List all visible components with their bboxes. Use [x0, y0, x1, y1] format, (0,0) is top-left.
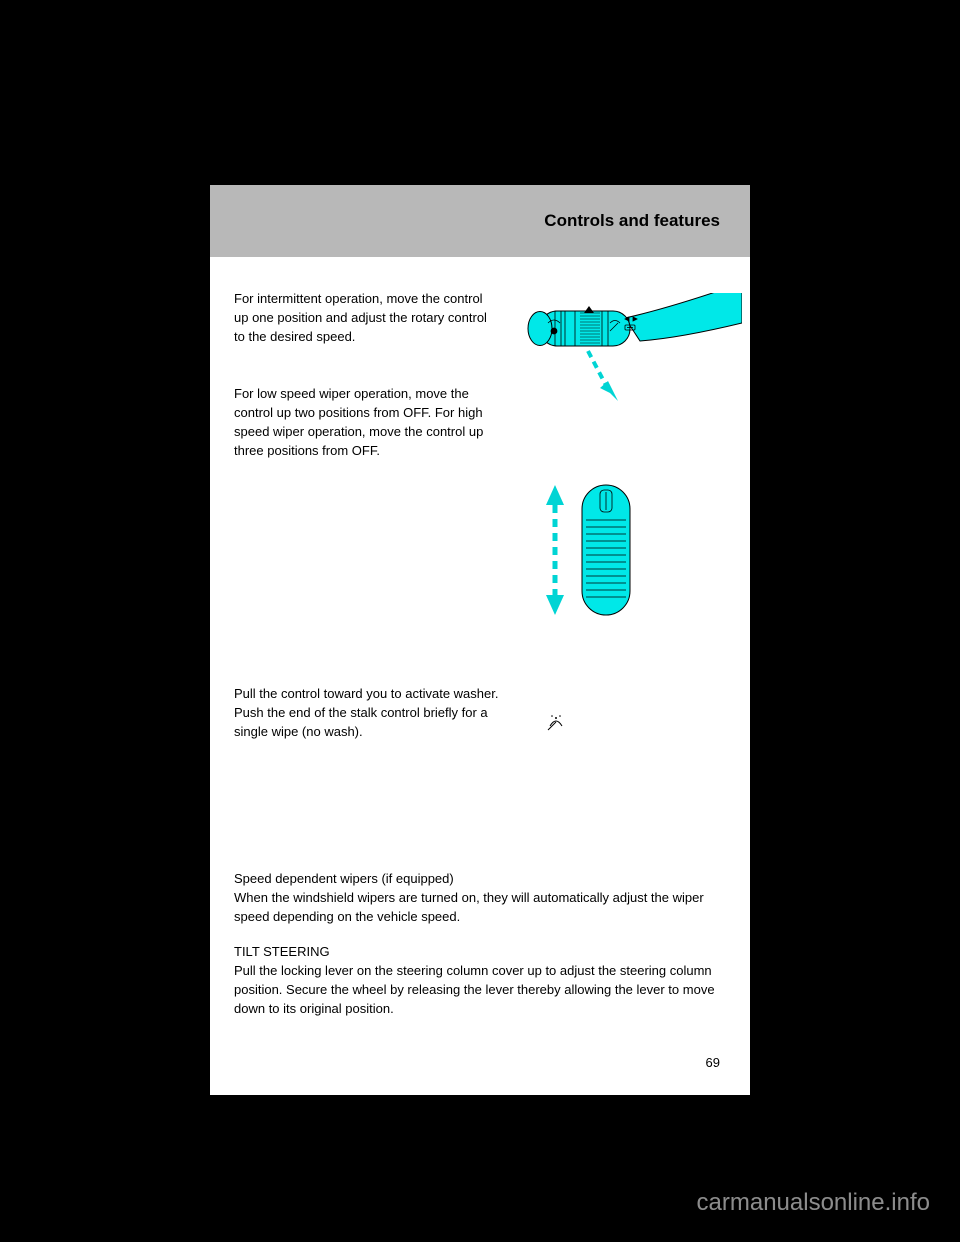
paragraph-speed-dependent: Speed dependent wipers (if equipped) Whe… — [234, 870, 734, 927]
page-number: 69 — [706, 1055, 720, 1070]
section-title: Controls and features — [544, 211, 720, 231]
rotary-control-diagram — [510, 475, 742, 625]
paragraph-speed-positions: For low speed wiper operation, move the … — [234, 385, 499, 460]
wiper-stalk-diagram-1 — [510, 293, 742, 443]
watermark: carmanualsonline.info — [697, 1189, 930, 1217]
paragraph-washer: Pull the control toward you to activate … — [234, 685, 499, 742]
wiper-stalk-diagram-2 — [510, 683, 742, 833]
paragraph-intermittent: For intermittent operation, move the con… — [234, 290, 499, 347]
manual-page: Controls and features — [210, 185, 750, 1095]
paragraph-tilt-steering: TILT STEERING Pull the locking lever on … — [234, 943, 734, 1018]
section-header: Controls and features — [210, 185, 750, 257]
